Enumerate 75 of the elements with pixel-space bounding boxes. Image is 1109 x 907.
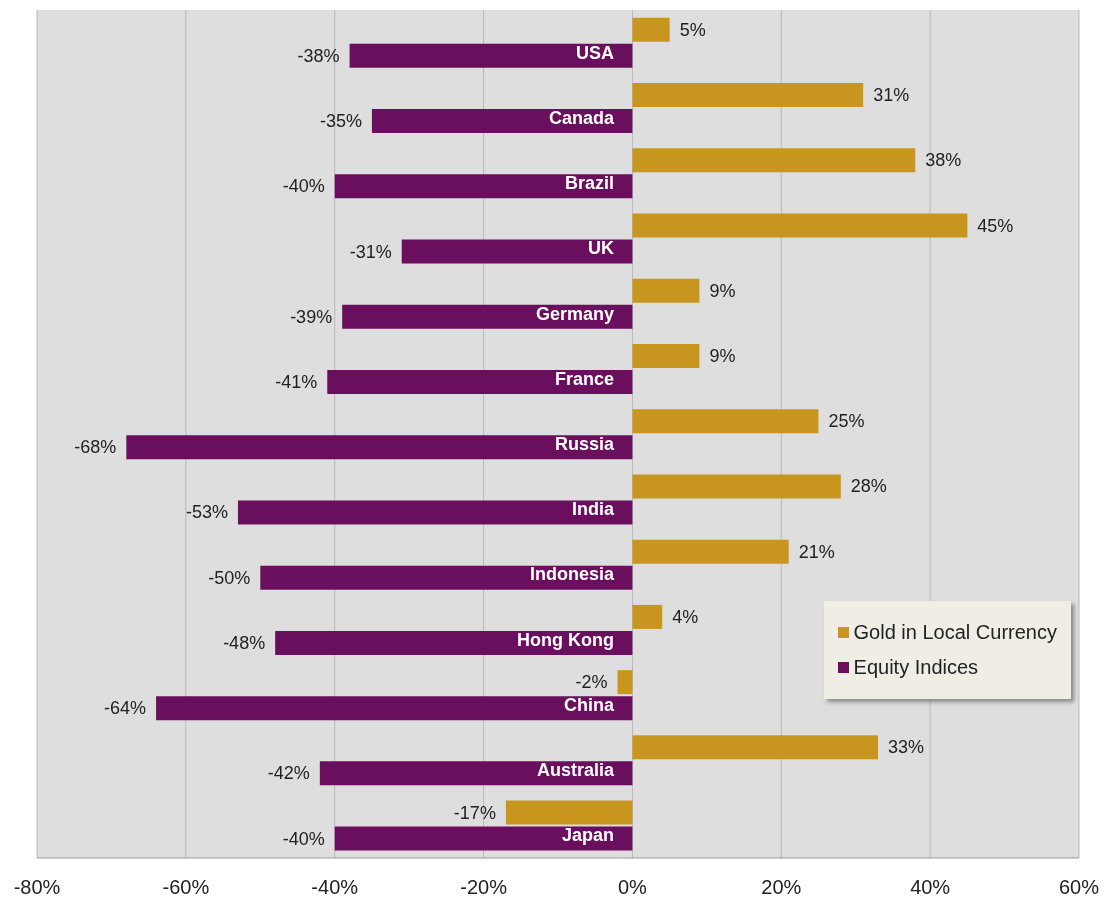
data-label: -53% [185, 502, 228, 523]
x-tick-label: -40% [311, 876, 359, 899]
y-tick-label: Brazil [564, 173, 614, 194]
data-label: 31% [873, 85, 910, 106]
bar [334, 174, 633, 199]
bar [632, 83, 864, 108]
data-label: 5% [679, 19, 706, 40]
bar [349, 43, 633, 68]
x-tick-label: 40% [910, 876, 951, 899]
bar [156, 696, 633, 721]
data-label: 4% [672, 606, 699, 627]
data-label: 9% [709, 280, 736, 301]
x-tick-label: -20% [460, 876, 508, 899]
bar [237, 500, 633, 525]
legend-label: Equity Indices [853, 656, 979, 679]
data-label: 45% [977, 215, 1014, 236]
y-tick-label: Japan [561, 825, 614, 846]
legend-label: Gold in Local Currency [853, 621, 1057, 644]
bar [371, 109, 633, 134]
data-label: -35% [319, 111, 362, 132]
data-label: -64% [104, 698, 147, 719]
y-tick-label: Canada [548, 107, 615, 128]
bar [632, 735, 879, 760]
bar [632, 17, 670, 42]
bar [260, 565, 633, 590]
y-tick-label: Hong Kong [517, 629, 614, 650]
data-label: -39% [290, 306, 333, 327]
data-label: -68% [74, 437, 117, 458]
y-tick-label: UK [588, 238, 614, 259]
bar [632, 409, 819, 434]
bar [632, 539, 789, 564]
y-tick-label: USA [575, 42, 614, 63]
y-tick-label: Germany [535, 303, 614, 324]
data-label: -48% [223, 632, 266, 653]
bar [505, 800, 633, 825]
data-label: 38% [925, 150, 962, 171]
bar [334, 826, 633, 851]
y-tick-label: Indonesia [529, 564, 615, 585]
bar [632, 278, 700, 303]
x-tick-label: 20% [761, 876, 802, 899]
bar [632, 343, 700, 368]
y-tick-label: Russia [554, 434, 615, 454]
bar [632, 474, 841, 499]
y-tick-label: Australia [536, 760, 615, 781]
x-tick-label: -60% [162, 876, 210, 899]
bar [632, 213, 968, 238]
data-label: 21% [798, 541, 835, 562]
y-tick-label: India [571, 499, 615, 520]
x-tick-label: 0% [617, 876, 648, 899]
bar [327, 369, 633, 394]
data-label: -40% [282, 828, 325, 849]
bar [617, 670, 633, 695]
data-label: -17% [453, 802, 496, 823]
data-label: -2% [575, 672, 608, 693]
bar [319, 761, 633, 786]
data-label: -38% [297, 45, 340, 66]
data-label: -31% [349, 241, 392, 262]
data-label: 33% [888, 737, 925, 758]
y-tick-label: France [554, 368, 614, 389]
data-label: 28% [850, 476, 887, 497]
y-tick-label: China [563, 694, 615, 715]
bar [632, 148, 916, 173]
data-label: -50% [208, 567, 251, 588]
bar [632, 604, 663, 629]
data-label: -41% [275, 371, 318, 392]
data-label: -42% [267, 763, 310, 784]
x-tick-label: 60% [1058, 876, 1100, 899]
data-label: 25% [828, 411, 865, 432]
data-label: 9% [709, 345, 736, 366]
bar [342, 304, 633, 329]
bar [275, 630, 633, 655]
data-label: -40% [282, 176, 325, 197]
bar [401, 239, 633, 264]
x-tick-label: -80% [13, 876, 61, 899]
bar [126, 435, 633, 460]
